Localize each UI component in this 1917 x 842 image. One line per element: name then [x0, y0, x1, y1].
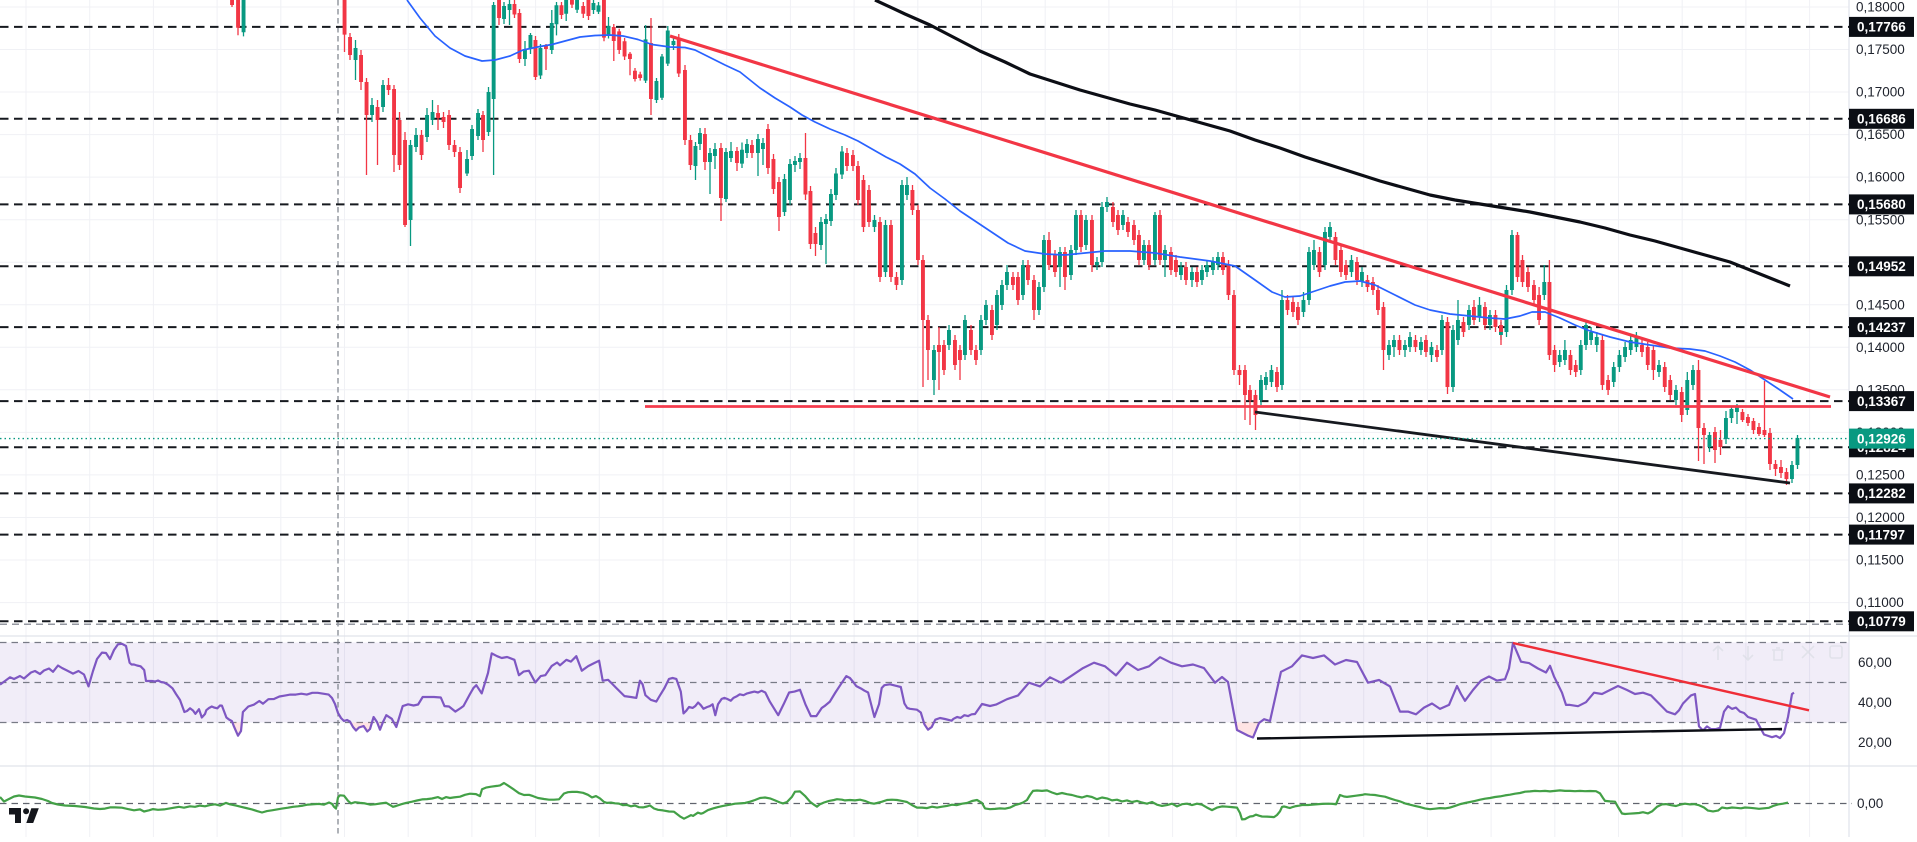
svg-text:0,11797: 0,11797	[1857, 527, 1905, 542]
svg-text:0,11500: 0,11500	[1856, 553, 1904, 568]
svg-text:0,14000: 0,14000	[1856, 340, 1905, 355]
svg-text:0,14237: 0,14237	[1857, 320, 1906, 335]
svg-text:0,17500: 0,17500	[1856, 42, 1905, 57]
svg-text:0,00: 0,00	[1857, 796, 1883, 811]
svg-text:0,12282: 0,12282	[1857, 486, 1906, 501]
svg-text:0,17766: 0,17766	[1857, 20, 1906, 35]
svg-text:0,12926: 0,12926	[1857, 431, 1906, 446]
svg-text:0,17000: 0,17000	[1856, 85, 1905, 100]
svg-text:0,15680: 0,15680	[1857, 197, 1906, 212]
svg-text:0,15500: 0,15500	[1856, 212, 1905, 227]
svg-text:0,16000: 0,16000	[1856, 170, 1905, 185]
svg-text:0,12000: 0,12000	[1856, 510, 1905, 525]
svg-text:0,10779: 0,10779	[1857, 614, 1906, 629]
svg-text:40,00: 40,00	[1858, 695, 1892, 710]
svg-text:20,00: 20,00	[1858, 735, 1892, 750]
svg-text:0,14500: 0,14500	[1856, 297, 1905, 312]
svg-text:0,16500: 0,16500	[1856, 127, 1905, 142]
svg-text:0,12500: 0,12500	[1856, 468, 1905, 483]
svg-text:0,18000: 0,18000	[1856, 0, 1905, 15]
svg-text:0,11000: 0,11000	[1856, 595, 1904, 610]
svg-text:0,14952: 0,14952	[1857, 259, 1906, 274]
svg-text:0,16686: 0,16686	[1857, 112, 1906, 127]
svg-text:60,00: 60,00	[1858, 655, 1892, 670]
svg-text:0,13367: 0,13367	[1857, 394, 1906, 409]
